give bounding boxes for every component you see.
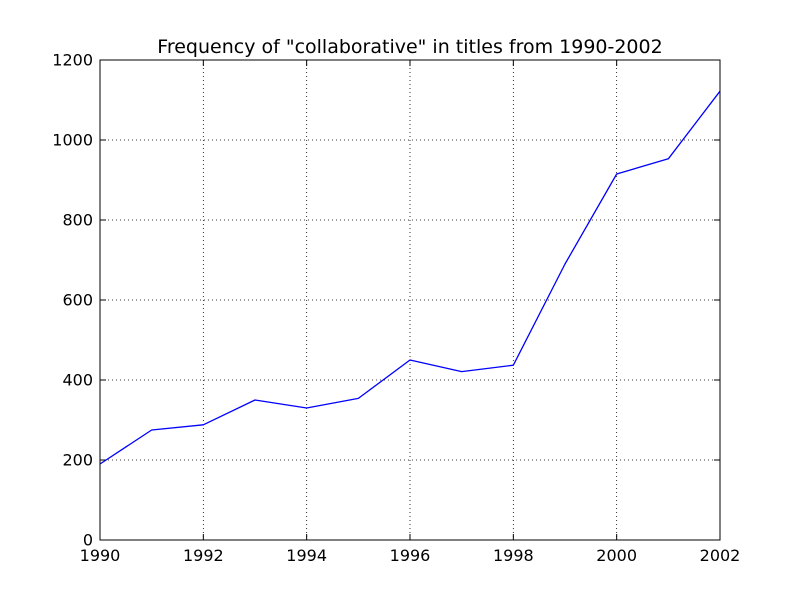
y-tick-label: 0 <box>83 531 93 550</box>
y-tick-label: 1200 <box>52 51 93 70</box>
x-tick-label: 1996 <box>390 546 431 565</box>
tick-labels: 1990 1992 1994 1996 1998 2000 2002 0 200 400 600 80… <box>52 51 740 566</box>
series-layer <box>99 90 721 465</box>
chart-title: Frequency of "collaborative" in titles f… <box>157 36 662 58</box>
grid-lines <box>99 59 721 541</box>
y-tick-label: 600 <box>62 291 93 310</box>
y-tick-label: 1000 <box>52 131 93 150</box>
y-tick-label: 400 <box>62 371 93 390</box>
x-tick-label: 1998 <box>493 546 534 565</box>
x-tick-label: 2000 <box>596 546 637 565</box>
y-tick-label: 200 <box>62 451 93 470</box>
series-line <box>99 90 721 465</box>
plot-frame <box>99 59 721 541</box>
x-tick-label: 2002 <box>700 546 741 565</box>
x-tick-label: 1994 <box>286 546 327 565</box>
x-tick-label: 1990 <box>80 546 121 565</box>
x-tick-label: 1992 <box>183 546 224 565</box>
y-tick-label: 800 <box>62 211 93 230</box>
